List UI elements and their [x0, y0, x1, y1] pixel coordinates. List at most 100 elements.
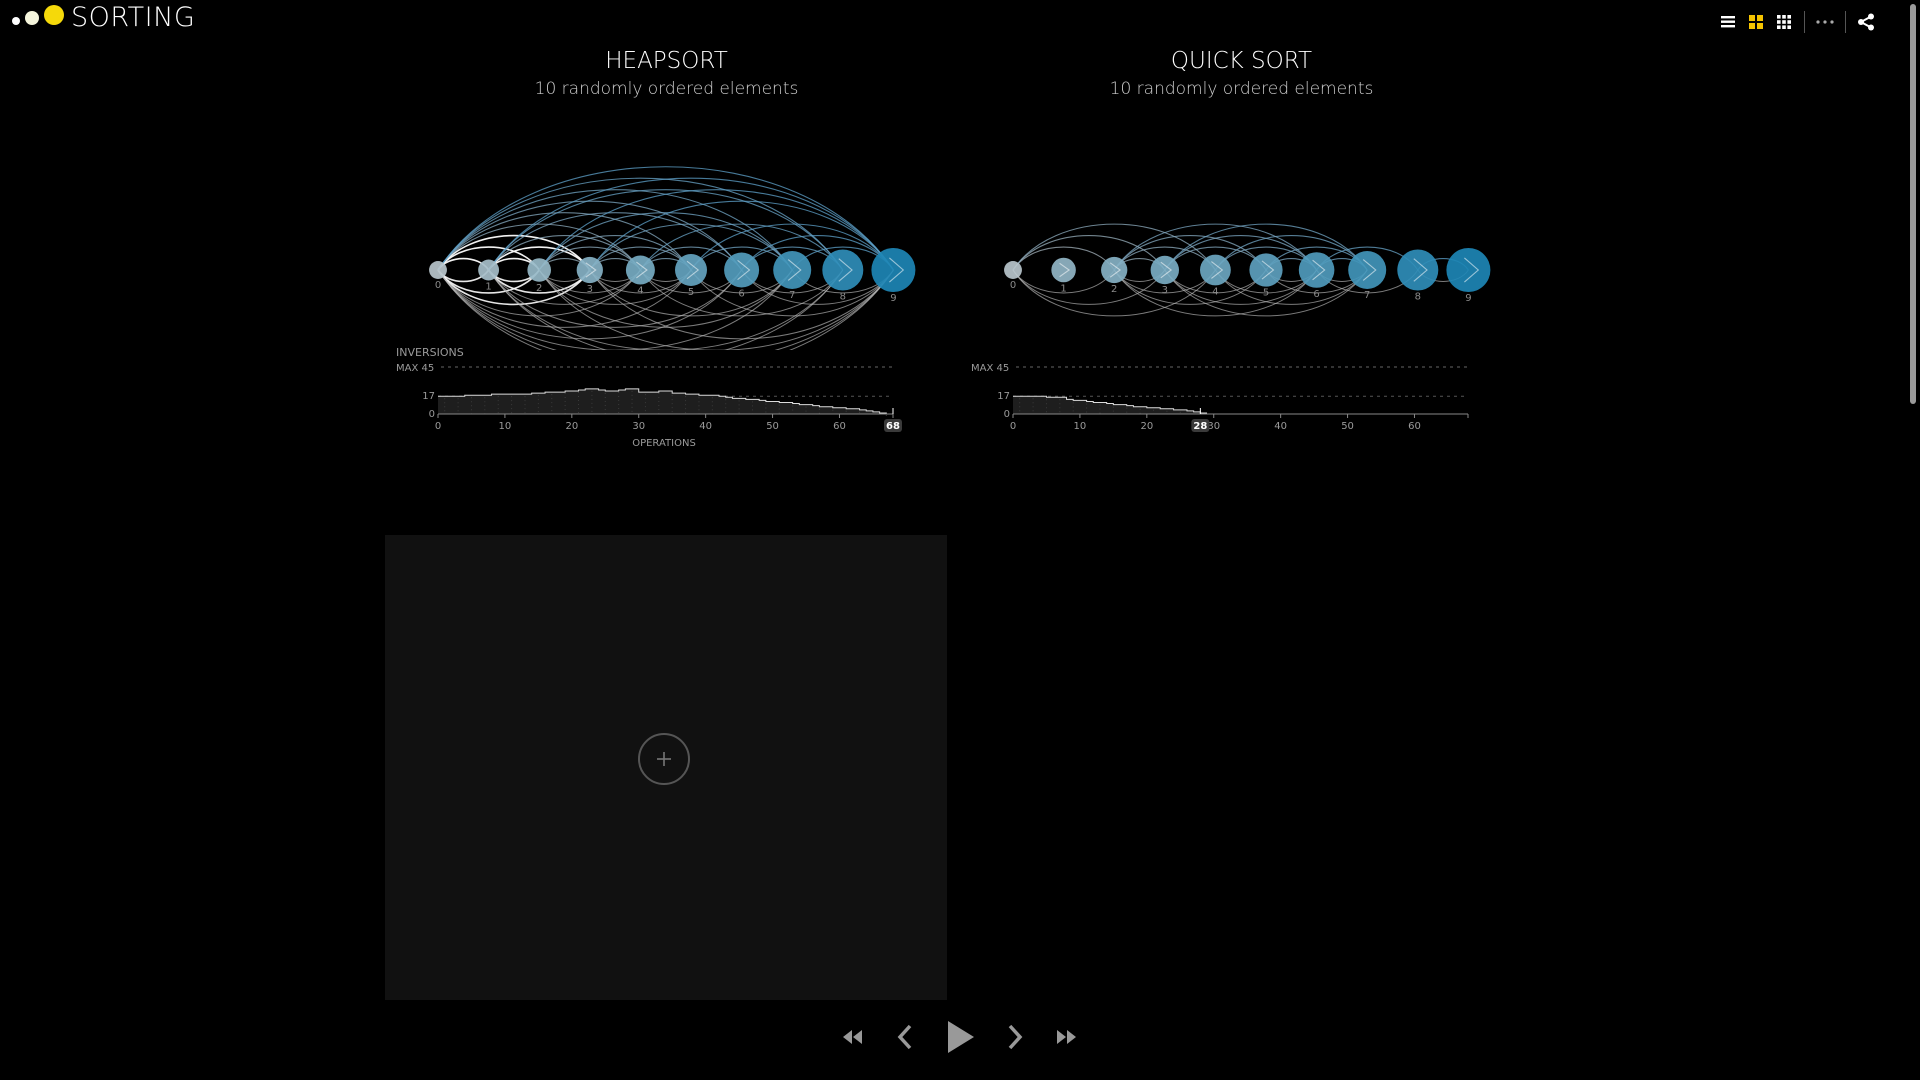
node-label: 1: [1060, 283, 1066, 294]
node-direction-mark: [1261, 260, 1275, 280]
logo-dots-icon: [12, 5, 69, 29]
inversions-chart: MAX 45 0 17 0 10 20 30 40 50 60 28: [971, 363, 1469, 432]
plus-icon: [657, 752, 671, 766]
inversions-chart: INVERSIONS MAX 45 0 17 0 10 20 30 40 50 60 68 OPERAT…: [396, 346, 902, 449]
swap-arc-upper: [538, 235, 692, 271]
swap-arc-lower: [1113, 269, 1318, 317]
swap-arc-lower: [437, 269, 743, 340]
swap-arc-upper: [437, 177, 844, 271]
add-visualization-button[interactable]: [638, 733, 690, 785]
play-icon: [948, 1021, 974, 1053]
swap-arc-upper: [437, 166, 894, 271]
swap-arc-upper: [488, 235, 641, 271]
x-tick-label: 50: [1341, 421, 1354, 432]
x-tick-label: 60: [1408, 421, 1421, 432]
current-operation-label: 28: [1193, 421, 1207, 432]
node-label: 1: [485, 281, 491, 292]
share-button[interactable]: [1852, 10, 1880, 34]
element-node: [724, 252, 760, 288]
node-direction-mark: [838, 258, 853, 282]
swap-arc-upper: [1113, 235, 1267, 271]
node-label: 6: [1313, 289, 1319, 300]
chevron-right-icon: [1008, 1024, 1023, 1050]
arc-diagram: 0 1 2 3 4 5 6 7 8 9: [1004, 223, 1491, 317]
node-label: 5: [1263, 288, 1269, 299]
node-label: 6: [738, 289, 744, 300]
current-operation-badge: [1191, 419, 1210, 432]
element-node: [576, 256, 603, 284]
arc-diagram: 0 1 2 3 4 5 6 7 8 9: [429, 166, 916, 350]
swap-arc-upper: [488, 177, 894, 271]
node-direction-mark: [1059, 262, 1071, 278]
scrollbar-track[interactable]: [1904, 0, 1920, 1080]
chevron-left-icon: [897, 1024, 912, 1050]
element-node: [1200, 254, 1231, 286]
step-forward-button[interactable]: [1005, 1023, 1025, 1051]
element-node: [1101, 256, 1128, 284]
element-node: [429, 261, 447, 279]
swap-arc-upper: [437, 212, 692, 271]
grid-view-button[interactable]: [1742, 10, 1770, 34]
swap-arc-lower: [488, 269, 641, 305]
x-tick-label: 30: [1207, 421, 1220, 432]
element-node: [1249, 253, 1283, 287]
fast-forward-button[interactable]: [1054, 1028, 1080, 1046]
list-view-button[interactable]: [1714, 10, 1742, 34]
scrollbar-thumb[interactable]: [1910, 4, 1916, 404]
node-direction-mark: [1109, 262, 1122, 278]
node-label: 4: [637, 286, 643, 297]
x-tick-label: 10: [1074, 421, 1087, 432]
swap-arc-lower: [437, 269, 793, 350]
node-label: 0: [435, 280, 441, 291]
node-label: 2: [536, 283, 542, 294]
inversions-line: [438, 388, 893, 415]
element-node: [527, 258, 551, 282]
rewind-button[interactable]: [840, 1028, 866, 1046]
swap-arc-lower: [1113, 269, 1267, 305]
current-operation-label: 68: [886, 421, 900, 432]
play-button[interactable]: [944, 1019, 976, 1055]
inversions-line: [1013, 395, 1208, 414]
node-direction-mark: [1211, 261, 1224, 279]
swap-arc-upper: [1214, 235, 1368, 271]
node-direction-mark: [1362, 259, 1377, 281]
swap-arc-upper: [437, 189, 793, 271]
logo-dot-0: [12, 17, 20, 25]
swap-arc-upper: [488, 212, 743, 271]
step-back-button[interactable]: [895, 1023, 915, 1051]
swap-arc-lower: [690, 269, 894, 317]
swap-arc-lower: [488, 269, 844, 350]
element-node: [1397, 249, 1439, 291]
app-logo[interactable]: SORTING: [12, 1, 196, 33]
x-tick-label: 0: [1010, 421, 1016, 432]
inversions-area: [438, 388, 893, 414]
node-label: 2: [1111, 284, 1117, 295]
more-options-button[interactable]: [1811, 10, 1839, 34]
swap-arc-upper: [437, 246, 540, 271]
add-visualization-card[interactable]: [385, 535, 947, 1000]
heapsort-panel: HEAPSORT 10 randomly ordered elements 0 1…: [379, 40, 954, 510]
swap-arc-upper: [1012, 235, 1166, 271]
node-direction-mark: [889, 257, 905, 283]
node-label: 4: [1212, 286, 1218, 297]
node-label: 7: [1364, 290, 1370, 301]
swap-arc-lower: [1214, 269, 1368, 305]
node-label: 0: [1010, 280, 1016, 291]
swap-arc-lower: [488, 269, 894, 350]
swap-arc-lower: [437, 269, 844, 350]
x-tick-label: 20: [1140, 421, 1153, 432]
node-direction-mark: [787, 259, 802, 281]
node-direction-mark: [636, 261, 648, 279]
element-node: [1348, 251, 1387, 289]
app-title: SORTING: [71, 1, 196, 33]
toolbar: [1714, 10, 1880, 34]
node-label: 3: [1162, 285, 1168, 296]
panel-subtitle: 10 randomly ordered elements: [534, 79, 799, 99]
grid-dense-view-button[interactable]: [1770, 10, 1798, 34]
element-node: [675, 254, 707, 286]
node-label: 9: [890, 293, 896, 304]
node-label: 9: [1465, 293, 1471, 304]
element-node: [1051, 257, 1076, 283]
node-label: 8: [1415, 292, 1421, 303]
swap-arc-lower: [1012, 269, 1166, 305]
